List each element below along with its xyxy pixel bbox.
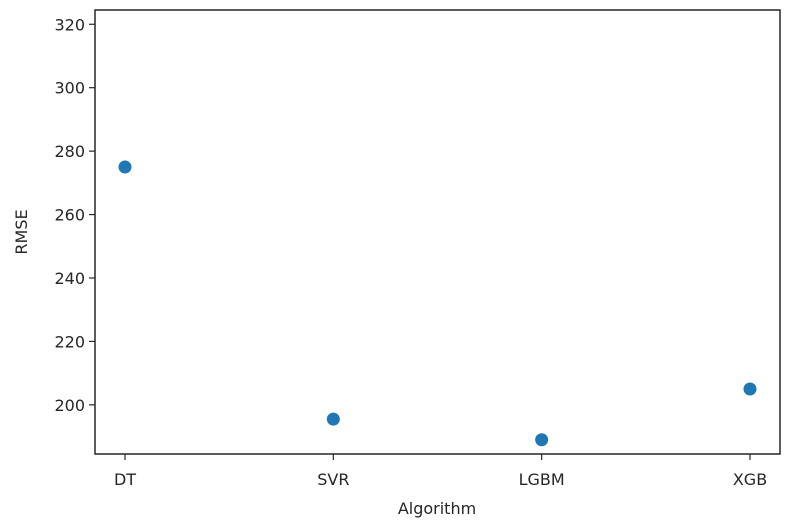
- x-axis: DT SVR LGBM XGB: [114, 454, 767, 489]
- y-tick-label: 240: [54, 269, 85, 288]
- y-tick-label: 280: [54, 142, 85, 161]
- x-tick-label: SVR: [317, 470, 349, 489]
- x-tick-label: XGB: [733, 470, 767, 489]
- y-tick-label: 200: [54, 396, 85, 415]
- y-axis-label: RMSE: [12, 209, 31, 254]
- data-point-xgb: [743, 382, 757, 396]
- x-tick-label: DT: [114, 470, 136, 489]
- data-point-lgbm: [535, 433, 549, 447]
- x-axis-label: Algorithm: [398, 499, 476, 518]
- data-points: [118, 160, 757, 447]
- y-tick-label: 260: [54, 206, 85, 225]
- y-tick-label: 220: [54, 332, 85, 351]
- data-point-dt: [118, 160, 132, 174]
- plot-area: [94, 9, 781, 455]
- x-tick-label: LGBM: [519, 470, 565, 489]
- y-axis: 200 220 240 260 280 300 320: [54, 15, 95, 415]
- data-point-svr: [326, 412, 340, 426]
- y-tick-label: 300: [54, 79, 85, 98]
- y-tick-label: 320: [54, 15, 85, 34]
